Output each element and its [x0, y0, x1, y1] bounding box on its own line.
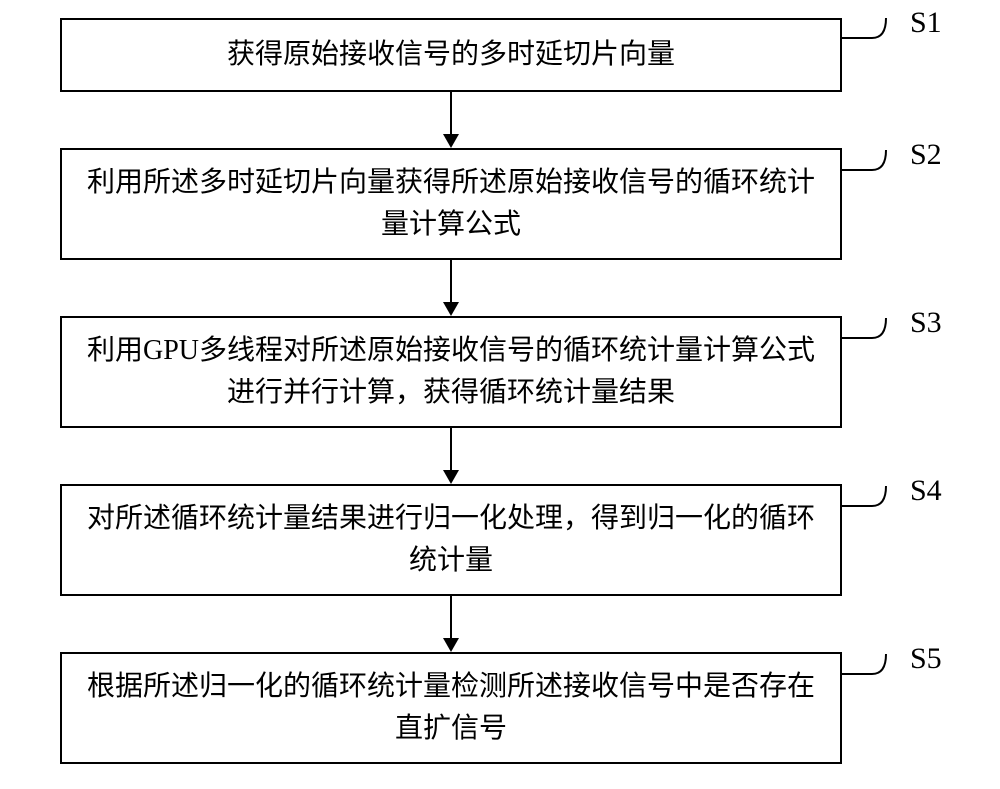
step-s4-connector: [842, 482, 902, 516]
arrow-s1-s2-head: [443, 134, 459, 148]
arrow-s2-s3-head: [443, 302, 459, 316]
arrow-s4-s5-line: [450, 596, 452, 640]
step-s2-connector: [842, 146, 902, 180]
arrow-s1-s2-line: [450, 92, 452, 136]
step-s3-label-text: S3: [910, 306, 942, 339]
step-s1-connector: [842, 14, 902, 48]
step-s1-text: 获得原始接收信号的多时延切片向量: [227, 34, 675, 76]
step-s1-label-text: S1: [910, 6, 942, 39]
step-s2-label-text: S2: [910, 138, 942, 171]
step-s2-label: S2: [910, 138, 942, 172]
step-s3-label: S3: [910, 306, 942, 340]
step-s5-label-text: S5: [910, 642, 942, 675]
step-s4-label-text: S4: [910, 474, 942, 507]
step-s4-text: 对所述循环统计量结果进行归一化处理，得到归一化的循环统计量: [82, 498, 820, 582]
arrow-s4-s5-head: [443, 638, 459, 652]
arrow-s3-s4-head: [443, 470, 459, 484]
step-s2-box: 利用所述多时延切片向量获得所述原始接收信号的循环统计量计算公式: [60, 148, 842, 260]
arrow-s2-s3-line: [450, 260, 452, 304]
step-s4-box: 对所述循环统计量结果进行归一化处理，得到归一化的循环统计量: [60, 484, 842, 596]
step-s5-box: 根据所述归一化的循环统计量检测所述接收信号中是否存在直扩信号: [60, 652, 842, 764]
step-s1-label: S1: [910, 6, 942, 40]
arrow-s3-s4-line: [450, 428, 452, 472]
step-s2-text: 利用所述多时延切片向量获得所述原始接收信号的循环统计量计算公式: [82, 162, 820, 246]
step-s1-box: 获得原始接收信号的多时延切片向量: [60, 18, 842, 92]
step-s5-text: 根据所述归一化的循环统计量检测所述接收信号中是否存在直扩信号: [82, 666, 820, 750]
step-s3-text: 利用GPU多线程对所述原始接收信号的循环统计量计算公式进行并行计算，获得循环统计…: [82, 330, 820, 414]
flowchart-canvas: 获得原始接收信号的多时延切片向量 S1 利用所述多时延切片向量获得所述原始接收信…: [0, 0, 1000, 789]
step-s4-label: S4: [910, 474, 942, 508]
step-s3-box: 利用GPU多线程对所述原始接收信号的循环统计量计算公式进行并行计算，获得循环统计…: [60, 316, 842, 428]
step-s3-connector: [842, 314, 902, 348]
step-s5-label: S5: [910, 642, 942, 676]
step-s5-connector: [842, 650, 902, 684]
